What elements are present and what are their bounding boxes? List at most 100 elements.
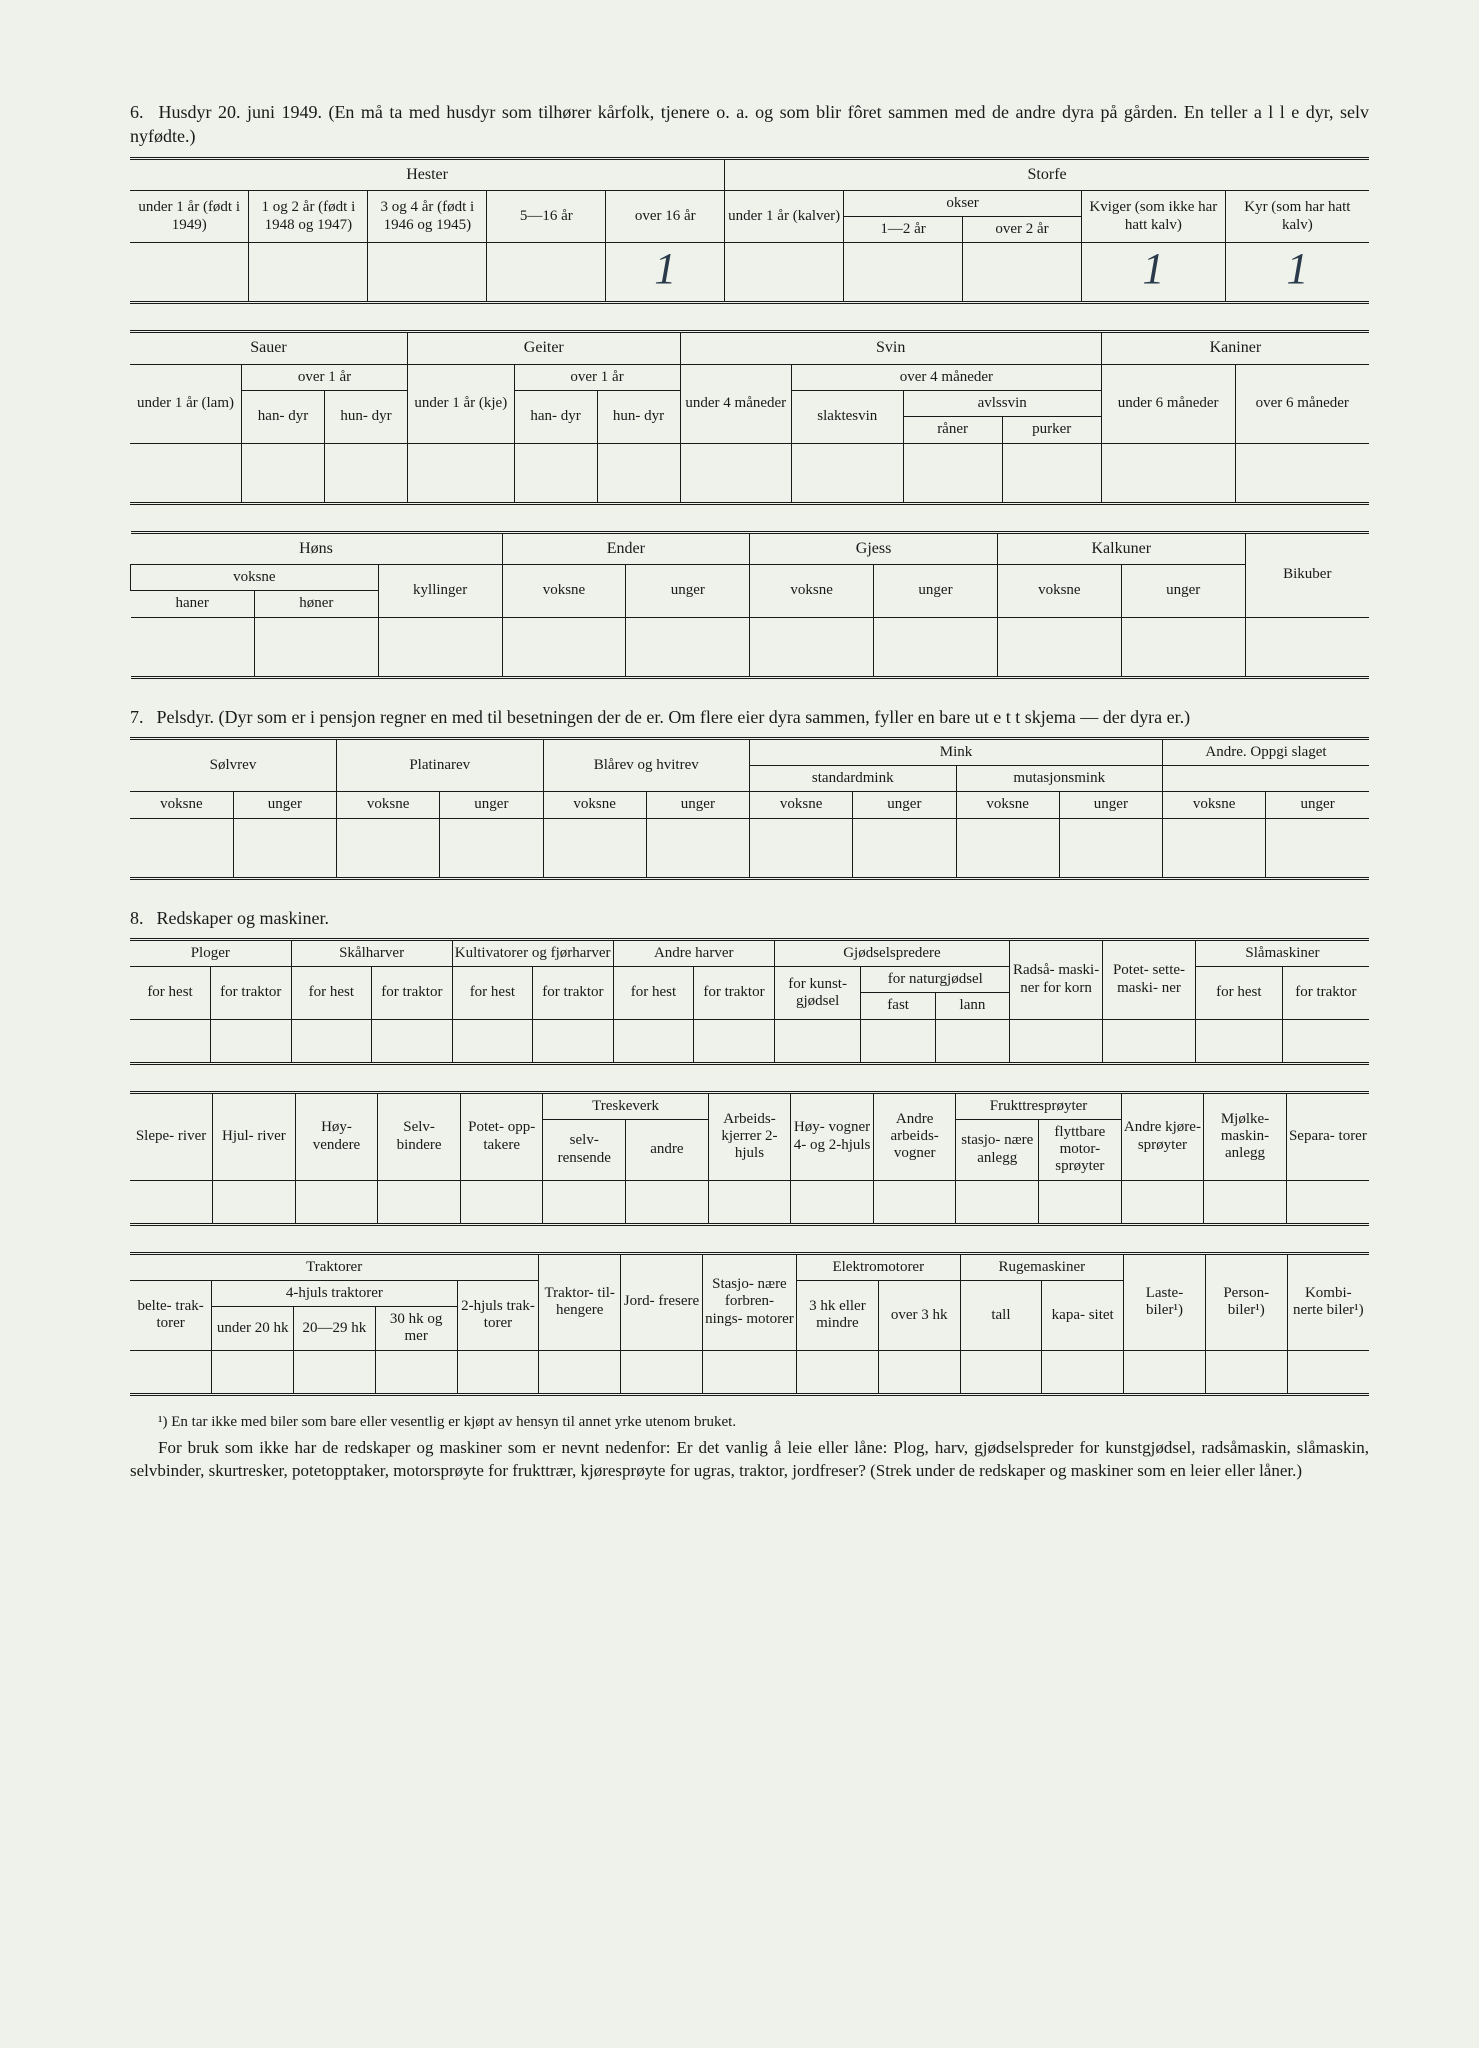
hdr-hjulriver: Hjul- river	[213, 1092, 296, 1180]
hdr-voksne: voksne	[543, 792, 646, 818]
hdr-ploger: Ploger	[130, 939, 291, 966]
hdr-hoyvogner: Høy- vogner 4- og 2-hjuls	[791, 1092, 874, 1180]
hdr-okser: okser	[844, 190, 1082, 216]
hdr-unger: unger	[646, 792, 749, 818]
table-redskaper-1: Ploger Skålharver Kultivatorer og fjørha…	[130, 938, 1369, 1065]
cell	[1282, 1019, 1369, 1063]
hdr-separatorer: Separa- torer	[1286, 1092, 1369, 1180]
cell	[1266, 818, 1369, 878]
hdr-svin: Svin	[680, 332, 1101, 364]
cell	[242, 443, 325, 503]
hdr-andrekjore: Andre kjøre- sprøyter	[1121, 1092, 1204, 1180]
hdr-kultivatorer: Kultivatorer og fjørharver	[452, 939, 613, 966]
hdr-fortraktor: for traktor	[694, 967, 775, 1020]
hdr-forhest: for hest	[291, 967, 372, 1020]
hdr-andrevogner: Andre arbeids- vogner	[873, 1092, 956, 1180]
cell	[878, 1350, 960, 1394]
hdr-u1lam: under 1 år (lam)	[130, 364, 242, 443]
hdr-r30: 30 hk og mer	[375, 1307, 457, 1351]
hdr-skalharver: Skålharver	[291, 939, 452, 966]
hdr-slam: Slåmaskiner	[1195, 939, 1369, 966]
hdr-tilhengere: Traktor- til- hengere	[539, 1253, 621, 1350]
cell	[378, 1180, 461, 1224]
cell	[1103, 1019, 1196, 1063]
hdr-hundyr-s: hun- dyr	[325, 391, 408, 444]
hdr-voksne-g: voksne	[750, 565, 874, 618]
hdr-h-u1: under 1 år (født i 1949)	[130, 190, 249, 243]
hdr-handyr-g: han- dyr	[514, 391, 597, 444]
cell	[873, 1180, 956, 1224]
cell	[774, 1019, 861, 1063]
cell	[130, 1180, 213, 1224]
cell-andre-blank	[1163, 766, 1370, 792]
hdr-h-516: 5—16 år	[487, 190, 606, 243]
cell	[1039, 1180, 1122, 1224]
cell	[935, 1019, 1009, 1063]
cell	[694, 1019, 775, 1063]
hdr-ok-12: 1—2 år	[844, 217, 963, 243]
hdr-kaniner: Kaniner	[1101, 332, 1369, 364]
cell	[131, 617, 255, 677]
hdr-sauer: Sauer	[130, 332, 408, 364]
section-8-text: Redskaper og maskiner.	[157, 908, 329, 928]
hdr-kyr: Kyr (som har hatt kalv)	[1225, 190, 1369, 243]
cell	[960, 1350, 1042, 1394]
cell	[487, 243, 606, 303]
hdr-forhest: for hest	[452, 967, 533, 1020]
cell	[853, 818, 956, 878]
hdr-unger-g: unger	[874, 565, 998, 618]
hdr-unger: unger	[1266, 792, 1369, 818]
hdr-h-o16: over 16 år	[606, 190, 725, 243]
hdr-forkunst: for kunst- gjødsel	[774, 967, 861, 1020]
cell	[797, 1350, 879, 1394]
hdr-fortraktor: for traktor	[1282, 967, 1369, 1020]
cell	[249, 243, 368, 303]
hdr-unger: unger	[440, 792, 543, 818]
cell	[750, 617, 874, 677]
hdr-kyllinger: kyllinger	[378, 565, 502, 618]
hdr-gjodsel: Gjødselspredere	[774, 939, 1009, 966]
hdr-voksne: voksne	[130, 792, 233, 818]
hdr-voksne: voksne	[1163, 792, 1266, 818]
cell	[903, 443, 1002, 503]
hdr-bikuber: Bikuber	[1245, 532, 1369, 617]
hdr-unger: unger	[1059, 792, 1162, 818]
hdr-raner: råner	[903, 417, 1002, 443]
hdr-ok-o2: over 2 år	[963, 217, 1082, 243]
cell	[1101, 443, 1235, 503]
cell	[291, 1019, 372, 1063]
section-8-body: For bruk som ikke har de redskaper og ma…	[130, 1437, 1369, 1483]
hdr-forhest: for hest	[613, 967, 694, 1020]
hdr-storfe: Storfe	[725, 158, 1369, 190]
hdr-o1-geiter: over 1 år	[514, 364, 680, 390]
hdr-hester: Hester	[130, 158, 725, 190]
cell	[233, 818, 336, 878]
hdr-handyr-s: han- dyr	[242, 391, 325, 444]
cell	[702, 1350, 796, 1394]
cell	[1121, 617, 1245, 677]
cell	[539, 1350, 621, 1394]
hdr-rugemaskiner: Rugemaskiner	[960, 1253, 1124, 1280]
hdr-tall: tall	[960, 1280, 1042, 1350]
hdr-selvbindere: Selv- bindere	[378, 1092, 461, 1180]
hdr-andreharver: Andre harver	[613, 939, 774, 966]
cell	[646, 818, 749, 878]
hdr-geiter: Geiter	[408, 332, 681, 364]
hdr-u1kje: under 1 år (kje)	[408, 364, 515, 443]
cell: 1	[606, 243, 725, 303]
hdr-forhest: for hest	[130, 967, 211, 1020]
section-6-intro: 6. Husdyr 20. juni 1949. (En må ta med h…	[130, 100, 1369, 149]
hdr-jordfresere: Jord- fresere	[621, 1253, 703, 1350]
hdr-treskeverk: Treskeverk	[543, 1092, 708, 1119]
hdr-r2029: 20—29 hk	[294, 1307, 376, 1351]
hdr-fast: fast	[861, 993, 935, 1019]
hdr-fire: 4-hjuls traktorer	[212, 1280, 457, 1306]
cell	[213, 1180, 296, 1224]
hdr-unger-e: unger	[626, 565, 750, 618]
cell	[543, 1180, 626, 1224]
cell	[130, 243, 249, 303]
hdr-kalkuner: Kalkuner	[997, 532, 1245, 564]
hdr-lann: lann	[935, 993, 1009, 1019]
cell	[211, 1019, 292, 1063]
hdr-stasjmot: Stasjo- nære forbren- nings- motorer	[702, 1253, 796, 1350]
